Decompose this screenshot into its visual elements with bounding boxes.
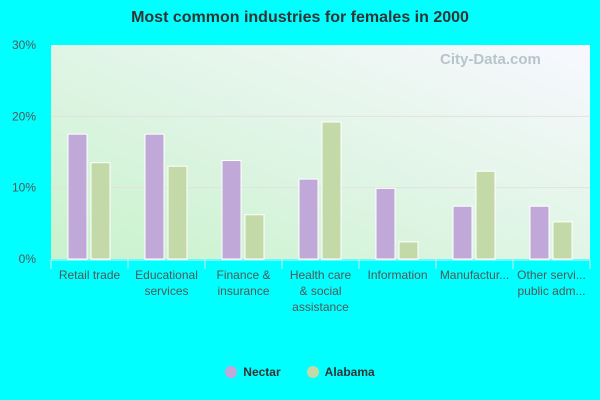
x-tick-label: & social <box>299 284 341 298</box>
legend-label: Nectar <box>243 365 281 379</box>
y-tick-label: 20% <box>12 109 36 123</box>
x-tick-label: services <box>144 284 188 298</box>
x-tick-label: Retail trade <box>59 268 121 282</box>
x-tick-label: Information <box>367 268 427 282</box>
y-tick-label: 0% <box>19 252 37 266</box>
watermark: City-Data.com <box>440 51 541 68</box>
legend-item-nectar[interactable]: Nectar <box>225 365 281 379</box>
bar-nectar[interactable] <box>529 205 550 260</box>
bar-nectar[interactable] <box>375 187 396 260</box>
x-tick-label: Manufactur... <box>440 268 509 282</box>
legend-swatch <box>225 366 238 378</box>
bar-nectar[interactable] <box>298 178 319 260</box>
y-tick-label: 10% <box>12 181 36 195</box>
x-tick-label: Other servi... <box>517 268 586 282</box>
bar-alabama[interactable] <box>90 162 111 260</box>
legend: Nectar Alabama <box>0 365 600 379</box>
legend-item-alabama[interactable]: Alabama <box>306 365 375 379</box>
plot-area <box>51 45 590 259</box>
legend-label: Alabama <box>324 365 375 379</box>
bar-alabama[interactable] <box>321 121 342 260</box>
bar-nectar[interactable] <box>221 160 242 260</box>
x-tick-label: public adm... <box>517 284 585 298</box>
x-tick-label: Finance & <box>216 268 270 282</box>
bar-alabama[interactable] <box>244 214 265 260</box>
y-tick-label: 30% <box>12 38 36 52</box>
legend-swatch <box>306 366 319 378</box>
x-tick-label: insurance <box>217 284 269 298</box>
chart-title: Most common industries for females in 20… <box>131 9 469 26</box>
bar-nectar[interactable] <box>452 205 473 260</box>
x-tick-label: assistance <box>292 300 349 314</box>
x-tick-label: Health care <box>290 268 352 282</box>
bar-alabama[interactable] <box>167 165 188 260</box>
bar-alabama[interactable] <box>398 241 419 260</box>
x-tick-label: Educational <box>135 268 198 282</box>
bar-alabama[interactable] <box>552 221 573 260</box>
bar-nectar[interactable] <box>144 133 165 260</box>
bar-alabama[interactable] <box>475 170 496 260</box>
bar-nectar[interactable] <box>67 133 88 260</box>
